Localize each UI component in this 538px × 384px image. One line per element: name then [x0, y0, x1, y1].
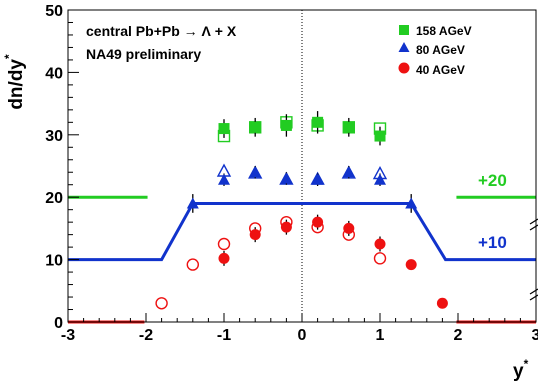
- y-tick-label-4: 40: [45, 65, 63, 82]
- measured-point-40-7: [436, 297, 448, 309]
- measured-point-40-0: [218, 252, 230, 264]
- y-tick-label-5: 50: [45, 3, 63, 20]
- annotation-title-line1: central Pb+Pb → Λ + X: [86, 23, 237, 39]
- measured-point-80-2: [249, 166, 262, 178]
- measured-point-80-5: [342, 166, 355, 178]
- legend-label-80: 80 AGeV: [416, 43, 465, 57]
- points-layer: [155, 111, 448, 310]
- measured-point-158-4: [343, 121, 355, 133]
- y-tick-label-2: 20: [45, 190, 63, 207]
- legend: 158 AGeV 80 AGeV 40 AGeV: [398, 24, 472, 77]
- measured-point-80-6: [374, 173, 386, 185]
- measured-point-40-3: [312, 216, 324, 228]
- measured-point-40-5: [374, 238, 386, 250]
- annotation-title-line2: NA49 preliminary: [86, 46, 201, 62]
- measured-point-80-0: [186, 197, 199, 209]
- legend-label-158: 158 AGeV: [416, 24, 472, 38]
- x-tick-label-4: 1: [376, 327, 385, 344]
- measured-point-40-1: [249, 229, 261, 241]
- y-tick-label-1: 10: [45, 253, 63, 270]
- legend-marker-40: [398, 62, 410, 74]
- x-tick-label-6: 3: [532, 327, 538, 344]
- x-axis-label-superscript: *: [524, 357, 529, 371]
- offset-label-20: +20: [478, 171, 507, 190]
- measured-point-158-2: [280, 119, 292, 131]
- offset-label-10: +10: [478, 233, 507, 252]
- measured-point-40-2: [280, 221, 292, 233]
- measured-point-158-5: [374, 130, 386, 142]
- measured-point-80-3: [280, 172, 293, 184]
- x-tick-label-1: -2: [139, 327, 153, 344]
- measured-point-158-3: [312, 116, 324, 128]
- x-tick-label-3: 0: [298, 327, 307, 344]
- x-axis-label-text: y: [513, 361, 524, 382]
- reflected-point-40-2: [217, 237, 231, 251]
- measured-point-80-1: [218, 173, 230, 185]
- y-axis-label-text: dn/dy: [6, 59, 27, 110]
- legend-marker-158: [399, 25, 409, 35]
- x-tick-label-5: 2: [454, 327, 463, 344]
- reflected-point-40-0: [155, 297, 168, 310]
- measured-point-158-0: [218, 123, 230, 135]
- legend-marker-80: [398, 42, 410, 52]
- x-tick-label-0: -3: [61, 327, 75, 344]
- y-axis-label-superscript: *: [2, 54, 16, 59]
- y-axis-label: dn/dy*: [2, 54, 27, 110]
- legend-label-40: 40 AGeV: [416, 63, 465, 77]
- axis-break-marks: [529, 218, 538, 301]
- measured-point-40-6: [405, 259, 417, 271]
- fit-curve-80: [68, 201, 536, 262]
- x-tick-label-2: -1: [217, 327, 231, 344]
- reflected-point-40-1: [186, 258, 200, 271]
- measured-point-40-4: [343, 222, 355, 234]
- reflected-point-40-7: [373, 252, 387, 265]
- y-tick-label-0: 0: [54, 315, 63, 332]
- x-axis-label: y*: [513, 357, 529, 382]
- measured-point-158-1: [249, 121, 261, 133]
- y-tick-label-3: 30: [45, 128, 63, 145]
- measured-point-80-7: [405, 197, 418, 209]
- measured-point-80-4: [311, 173, 324, 185]
